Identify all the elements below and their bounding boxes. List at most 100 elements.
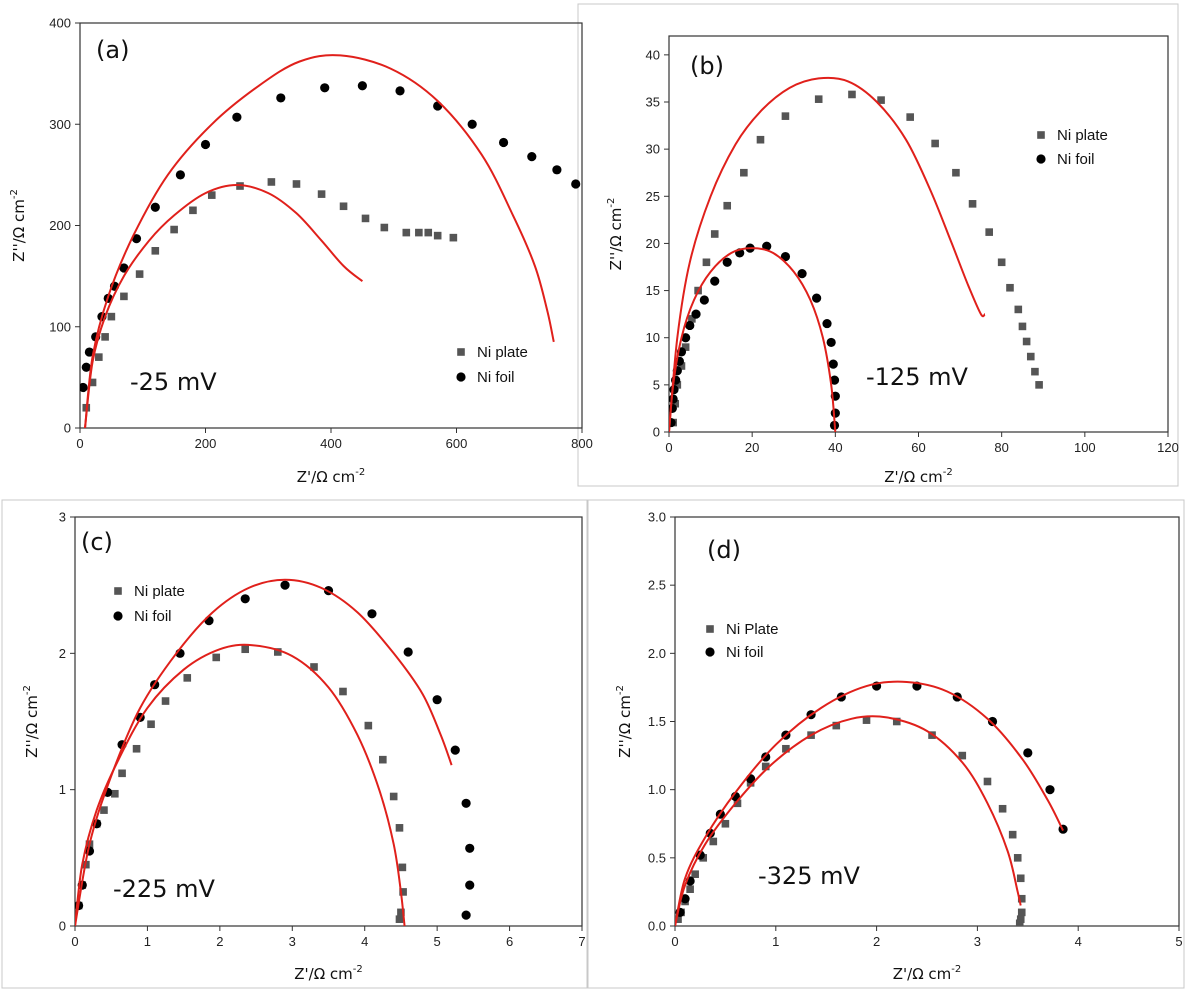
data-point xyxy=(183,674,192,682)
data-point xyxy=(1035,381,1043,389)
data-point xyxy=(797,269,807,279)
legend-marker xyxy=(706,625,714,633)
panel-c-frame xyxy=(1,499,588,989)
data-point xyxy=(721,819,730,828)
data-point xyxy=(702,258,711,267)
fit-curve xyxy=(675,715,1022,926)
data-point xyxy=(828,359,838,369)
data-point xyxy=(983,777,992,786)
data-point xyxy=(101,333,109,341)
panel-label: (b) xyxy=(690,52,724,80)
data-point xyxy=(267,178,276,186)
legend-label: Ni foil xyxy=(477,369,515,386)
data-point xyxy=(432,695,442,705)
x-axis-label-exponent: -2 xyxy=(353,964,363,975)
legend-label: Ni plate xyxy=(477,344,528,361)
x-tick-label: 1 xyxy=(772,934,779,949)
data-point xyxy=(1026,352,1035,361)
data-point xyxy=(367,609,377,619)
data-point xyxy=(498,137,509,148)
data-point xyxy=(204,616,214,626)
data-point xyxy=(465,880,475,890)
data-point xyxy=(395,915,404,923)
panel-label: (a) xyxy=(96,36,129,64)
data-point xyxy=(292,180,301,188)
plot-area xyxy=(669,76,1043,432)
data-point xyxy=(398,863,407,872)
data-point xyxy=(958,751,967,760)
data-point xyxy=(892,717,901,726)
y-axis-label-exponent: -2 xyxy=(9,189,20,199)
data-point xyxy=(761,762,770,771)
data-point xyxy=(862,716,871,724)
data-point xyxy=(450,745,460,755)
data-point xyxy=(782,744,790,753)
data-point xyxy=(906,113,914,121)
potential-annotation: -325 mV xyxy=(758,862,860,890)
y-tick-label: 0.5 xyxy=(648,850,666,865)
data-point xyxy=(1023,748,1033,758)
data-point xyxy=(709,837,718,846)
legend-marker xyxy=(114,587,122,595)
series-ni-plate xyxy=(669,90,1043,427)
x-tick-label: 20 xyxy=(745,440,759,455)
legend-label: Ni plate xyxy=(1057,127,1108,144)
data-point xyxy=(120,292,128,301)
data-point xyxy=(465,843,475,853)
data-point xyxy=(111,789,119,798)
y-tick-label: 20 xyxy=(646,236,660,251)
data-point xyxy=(399,888,407,896)
x-tick-label: 4 xyxy=(361,934,368,949)
data-point xyxy=(781,112,790,120)
y-tick-label: 2 xyxy=(59,646,66,661)
data-point xyxy=(395,824,404,832)
data-point xyxy=(1031,367,1039,376)
data-point xyxy=(691,870,699,878)
data-point xyxy=(1022,337,1031,346)
data-point xyxy=(161,697,170,705)
y-tick-label: 3.0 xyxy=(648,510,666,525)
y-axis-label-exponent: -2 xyxy=(606,198,617,208)
data-point xyxy=(681,343,690,351)
data-point xyxy=(170,225,178,234)
x-tick-label: 0 xyxy=(71,934,78,949)
legend-label: Ni foil xyxy=(134,608,172,625)
y-tick-label: 2.5 xyxy=(648,578,666,593)
fit-curve xyxy=(84,54,555,428)
y-tick-label: 35 xyxy=(646,95,660,110)
x-axis-label: Z'/Ω cm-2 xyxy=(884,467,953,486)
data-point xyxy=(1045,785,1055,795)
data-point xyxy=(998,804,1007,813)
y-axis-label-text: Z''/Ω cm xyxy=(23,695,41,758)
data-point xyxy=(240,594,250,604)
data-point xyxy=(88,378,97,387)
data-point xyxy=(822,318,832,329)
y-tick-label: 0.0 xyxy=(648,919,666,934)
data-point xyxy=(395,86,405,96)
data-point xyxy=(389,792,398,801)
y-axis-label: Z''/Ω cm-2 xyxy=(615,685,634,758)
data-point xyxy=(1018,322,1027,331)
potential-annotation: -125 mV xyxy=(866,363,968,391)
data-point xyxy=(686,885,694,893)
x-axis-label-exponent: -2 xyxy=(951,964,961,975)
legend-marker xyxy=(457,348,465,356)
data-point xyxy=(175,170,185,180)
y-tick-label: 400 xyxy=(49,16,71,31)
data-point xyxy=(931,139,939,148)
data-point xyxy=(780,252,791,262)
legend-label: Ni Plate xyxy=(726,621,779,638)
y-axis-label: Z''/Ω cm-2 xyxy=(606,198,625,271)
legend-label: Ni plate xyxy=(134,583,185,600)
fit-curve xyxy=(75,578,453,926)
x-tick-label: 4 xyxy=(1075,934,1082,949)
data-point xyxy=(132,744,141,753)
data-point xyxy=(1017,894,1026,903)
fit-curve xyxy=(84,183,364,428)
data-point xyxy=(135,270,144,278)
data-point xyxy=(274,648,282,656)
y-axis-label: Z''/Ω cm-2 xyxy=(9,189,28,262)
potential-annotation: -225 mV xyxy=(113,875,215,903)
